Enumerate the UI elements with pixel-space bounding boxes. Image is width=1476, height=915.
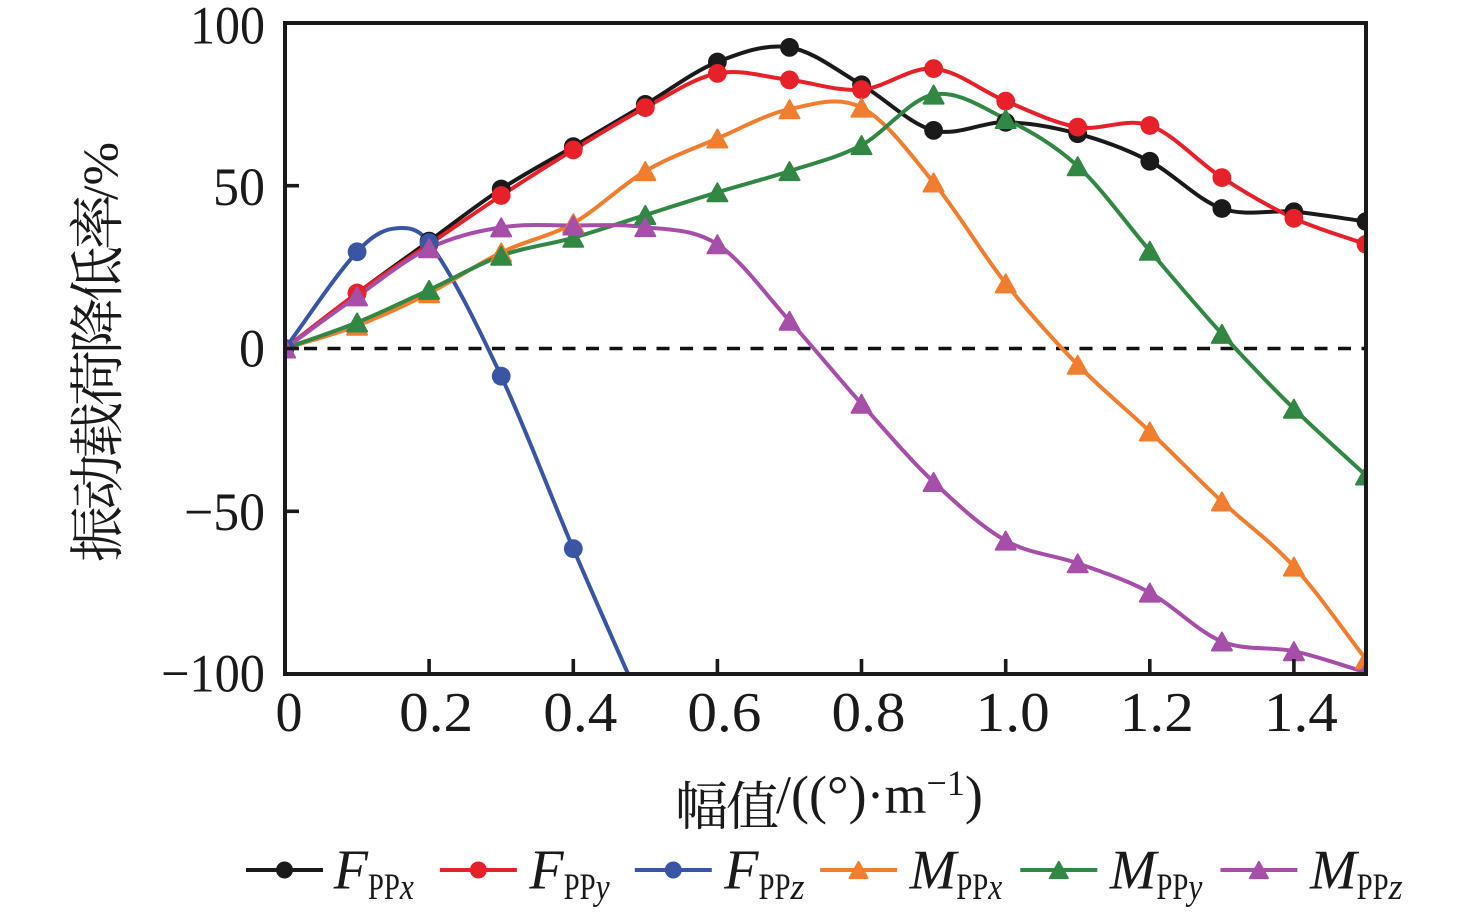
svg-text:0.8: 0.8 xyxy=(832,682,906,744)
svg-text:1.2: 1.2 xyxy=(1120,682,1194,744)
svg-text:MPPx: MPPx xyxy=(909,840,1003,909)
svg-text:/%: /% xyxy=(72,142,128,200)
svg-text:0.6: 0.6 xyxy=(687,682,761,744)
svg-text:0.2: 0.2 xyxy=(399,682,473,744)
svg-text:−50: −50 xyxy=(184,482,265,542)
svg-text:−100: −100 xyxy=(161,644,265,704)
svg-text:50: 50 xyxy=(213,157,265,217)
svg-text:0.4: 0.4 xyxy=(543,682,617,744)
svg-text:1.4: 1.4 xyxy=(1264,682,1338,744)
svg-text:0: 0 xyxy=(239,319,265,379)
svg-text:1.0: 1.0 xyxy=(976,682,1050,744)
svg-text:0: 0 xyxy=(276,682,303,744)
svg-text:100: 100 xyxy=(190,0,265,56)
